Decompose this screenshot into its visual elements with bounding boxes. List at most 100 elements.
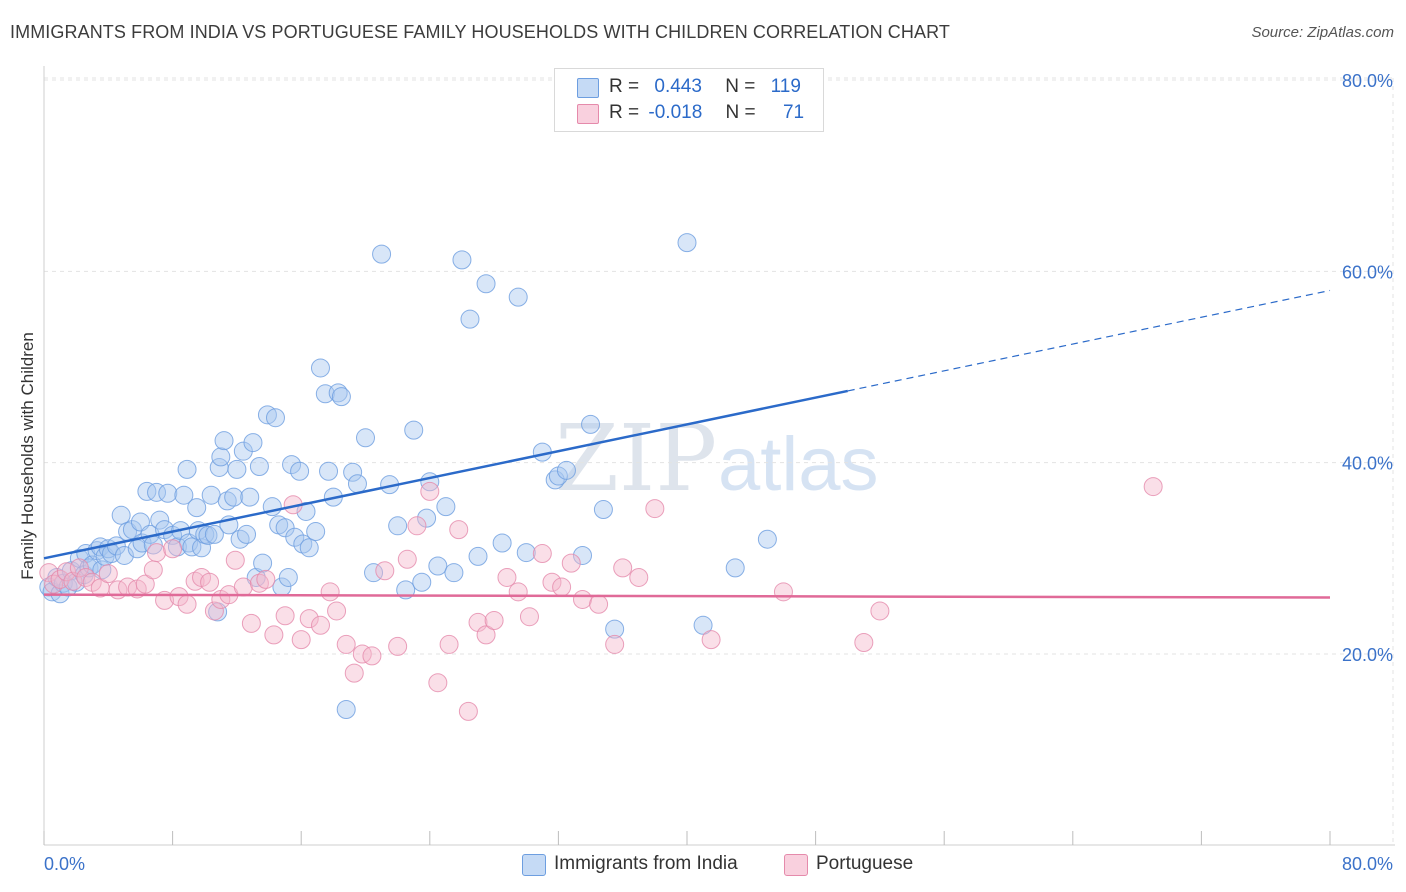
portuguese-point: [225, 550, 245, 570]
india-point: [516, 543, 536, 563]
india-point: [299, 538, 319, 558]
portuguese-point: [629, 567, 649, 587]
india-point: [198, 525, 218, 545]
india-point: [343, 462, 363, 482]
bottom-legend-label-portuguese: Portuguese: [816, 853, 914, 874]
legend-r-label: R =: [609, 102, 640, 123]
watermark-zip: ZIP: [555, 405, 717, 512]
y-tick-label: 40.0%: [1342, 454, 1393, 474]
india-point: [306, 522, 326, 542]
india-point: [444, 563, 464, 583]
portuguese-point: [476, 625, 496, 645]
india-point: [246, 567, 266, 587]
portuguese-point: [375, 561, 395, 581]
watermark-atlas: atlas: [718, 422, 879, 507]
portuguese-point: [573, 589, 593, 609]
portuguese-point: [701, 630, 721, 650]
y-tick-label: 60.0%: [1342, 262, 1393, 282]
india-point: [319, 461, 339, 481]
portuguese-point: [532, 544, 552, 564]
portuguese-point: [233, 577, 253, 597]
india-point: [460, 309, 480, 329]
portuguese-point: [143, 560, 163, 580]
india-point: [677, 233, 697, 253]
portuguese-point: [299, 609, 319, 629]
portuguese-point: [542, 572, 562, 592]
india-point: [265, 408, 285, 428]
portuguese-point: [388, 636, 408, 656]
portuguese-point: [344, 663, 364, 683]
portuguese-point: [336, 634, 356, 654]
x-tick-label: 0.0%: [44, 854, 85, 874]
portuguese-point: [204, 601, 224, 621]
portuguese-point: [645, 499, 665, 519]
india-point: [412, 572, 432, 592]
india-point: [336, 699, 356, 719]
portuguese-point: [773, 582, 793, 602]
correlation-legend: R = 0.443 N = 119 R = -0.018 N = 71: [554, 68, 824, 132]
portuguese-point: [163, 539, 183, 559]
india-point: [428, 556, 448, 576]
india-point: [182, 537, 202, 557]
portuguese-point: [428, 673, 448, 693]
india-point: [492, 533, 512, 553]
india-point: [476, 274, 496, 294]
portuguese-point: [420, 481, 440, 501]
portuguese-point: [241, 613, 261, 633]
india-point: [404, 420, 424, 440]
portuguese-point: [449, 520, 469, 540]
watermark: ZIP atlas: [555, 405, 879, 512]
india-point: [556, 460, 576, 480]
x-tick-label: 80.0%: [1342, 854, 1393, 874]
india-point: [417, 508, 437, 528]
india-point: [275, 518, 295, 538]
portuguese-point: [407, 516, 427, 536]
india-point: [436, 497, 456, 517]
portuguese-point: [135, 574, 155, 594]
portuguese-point: [169, 587, 189, 607]
trend-line-india: [43, 389, 849, 560]
legend-n-label: N =: [725, 102, 756, 123]
portuguese-point: [98, 564, 118, 584]
india-point: [468, 546, 488, 566]
legend-swatch-india: [577, 78, 599, 98]
bottom-legend-swatch-india: [522, 854, 546, 876]
portuguese-point: [362, 646, 382, 666]
india-point: [227, 459, 247, 479]
portuguese-point: [589, 594, 609, 614]
india-point: [452, 250, 472, 270]
chart-title: IMMIGRANTS FROM INDIA VS PORTUGUESE FAMI…: [10, 22, 950, 42]
portuguese-point: [327, 601, 347, 621]
portuguese-point: [854, 633, 874, 653]
india-point: [310, 358, 330, 378]
india-point: [581, 414, 601, 434]
india-point: [214, 431, 234, 451]
india-point: [605, 619, 625, 639]
portuguese-point: [605, 634, 625, 654]
tick-labels: 20.0% 40.0% 60.0% 80.0% 0.0% 80.0%: [44, 71, 1393, 874]
india-point: [508, 287, 528, 307]
india-point: [328, 383, 348, 403]
portuguese-point: [561, 553, 581, 573]
portuguese-point: [484, 611, 504, 631]
portuguese-point: [397, 549, 417, 569]
legend-n-label: N =: [725, 76, 756, 97]
portuguese-point: [275, 606, 295, 626]
india-point: [243, 433, 263, 453]
india-point: [122, 520, 142, 540]
portuguese-point: [57, 562, 77, 582]
india-point: [725, 558, 745, 578]
india-point: [211, 447, 231, 467]
india-point: [187, 498, 207, 518]
legend-n-value-india: 119: [770, 76, 801, 97]
india-point: [240, 487, 260, 507]
india-point: [278, 567, 298, 587]
india-point: [137, 481, 157, 501]
axes: [43, 66, 1395, 846]
india-point: [224, 487, 244, 507]
india-point: [593, 500, 613, 520]
portuguese-point: [552, 577, 572, 597]
portuguese-point: [200, 572, 220, 592]
y-tick-label: 80.0%: [1342, 71, 1393, 91]
